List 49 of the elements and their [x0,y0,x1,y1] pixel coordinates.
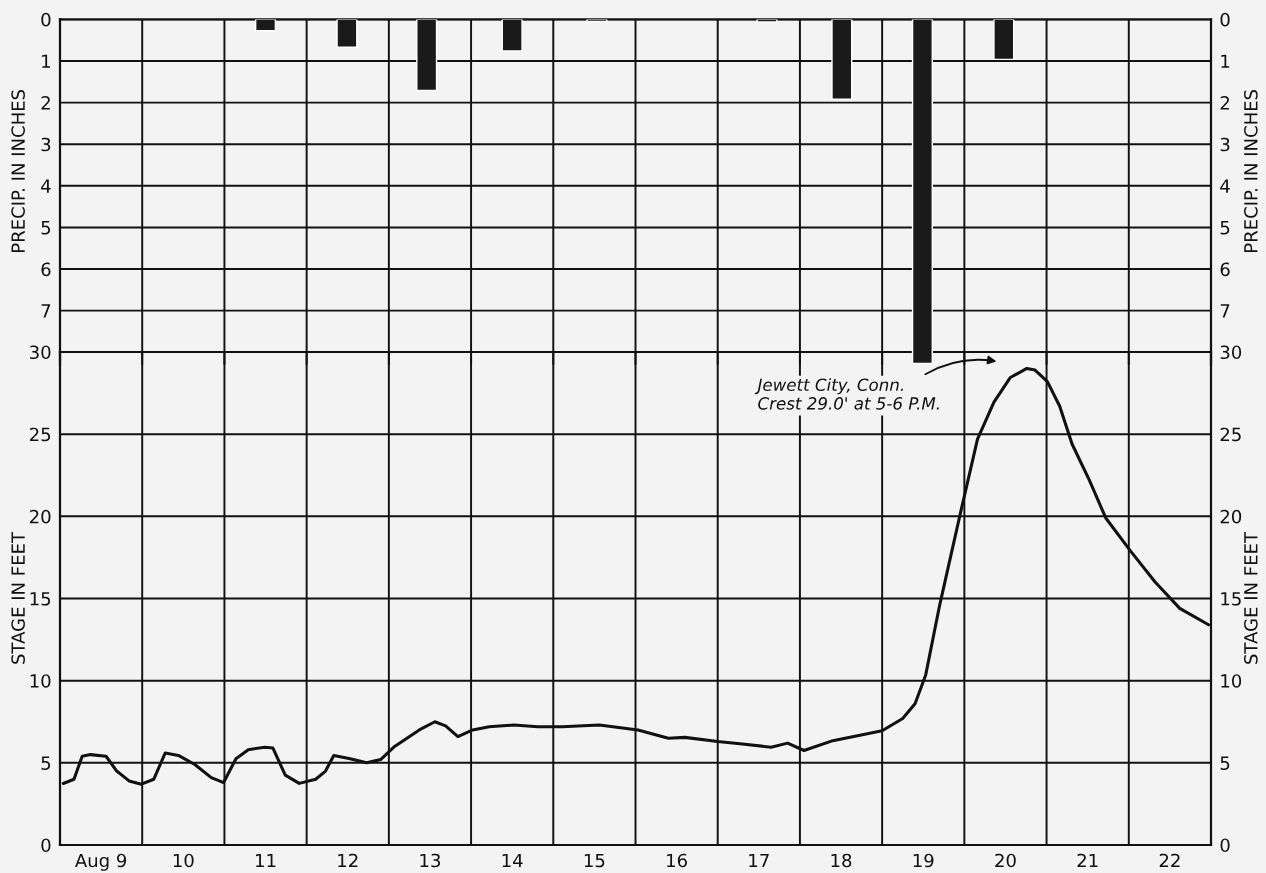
y2-tick-label: 1 [1221,54,1230,68]
y2-tick-label: 7 [1220,304,1230,318]
y2-tick-label: 5 [1220,756,1230,770]
y2-tick-label: 6 [1220,262,1230,277]
y2-tick-label: 2 [1220,96,1230,110]
y2-tick-label: 4 [1220,179,1230,193]
x-tick-label: 10 [173,853,194,868]
y-tick-label: 7 [41,304,51,318]
y2-tick-label: 0 [1220,838,1230,853]
y-tick-label: 2 [41,96,50,110]
y2-tick-label: 30 [1220,345,1242,360]
x-tick-label: 22 [1159,853,1180,868]
y2-axis-title: STAGE IN FEET [1244,531,1258,664]
annotation: Jewett City, Conn. Crest 29.0' at 5-6 P.M. [754,378,939,410]
y2-tick-label: 10 [1221,674,1242,688]
y-tick-label: 4 [41,179,51,193]
y-tick-label: 0 [41,838,51,853]
y-tick-label: 30 [30,345,51,360]
y2-tick-label: 5 [1220,221,1230,235]
x-tick-label: 18 [831,853,852,868]
x-tick-label: 14 [502,853,523,868]
y-tick-label: 20 [30,509,51,524]
y-tick-label: 5 [41,756,51,770]
x-tick-label: 20 [995,853,1016,868]
y-tick-label: 25 [30,427,51,442]
y-tick-label: 5 [41,221,51,235]
y2-tick-label: 3 [1220,137,1230,152]
x-tick-label: 12 [338,853,358,868]
x-tick-label: 11 [256,853,276,868]
y-tick-label: 3 [41,137,51,152]
y-tick-label: 6 [41,262,51,277]
y-tick-label: 0 [41,12,51,27]
y-axis-title: STAGE IN FEET [11,531,25,664]
x-tick-label: 13 [420,853,440,868]
y-tick-label: 15 [30,592,51,606]
x-tick-label: 21 [1077,853,1098,868]
y2-tick-label: 25 [1220,427,1241,442]
y-axis-title: PRECIP. IN INCHES [11,89,25,252]
y2-tick-label: 15 [1221,592,1241,606]
y2-tick-label: 0 [1220,12,1230,27]
y-tick-label: 1 [42,54,50,68]
y2-tick-label: 20 [1220,509,1242,524]
y2-axis-title: PRECIP. IN INCHES [1244,89,1258,252]
x-tick-label: 16 [667,853,687,868]
y-tick-label: 10 [30,674,51,688]
x-tick-label: 15 [584,853,605,868]
x-tick-label: 17 [749,853,769,868]
x-tick-label: 19 [913,853,934,868]
x-tick-label: Aug 9 [75,853,127,871]
